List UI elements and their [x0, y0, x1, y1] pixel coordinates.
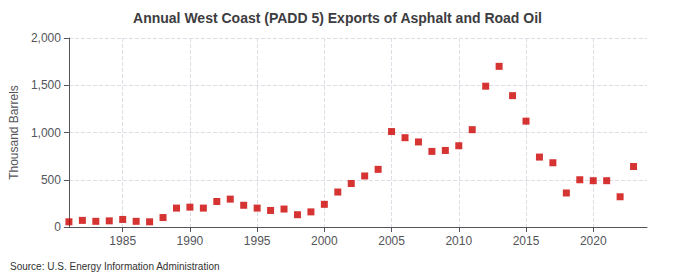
svg-text:1,500: 1,500: [31, 78, 61, 92]
svg-text:1,000: 1,000: [31, 126, 61, 140]
svg-text:2005: 2005: [378, 234, 405, 248]
svg-text:2,000: 2,000: [31, 31, 61, 45]
svg-text:2010: 2010: [445, 234, 472, 248]
svg-text:2020: 2020: [580, 234, 607, 248]
svg-text:0: 0: [54, 220, 61, 234]
svg-text:2000: 2000: [311, 234, 338, 248]
svg-text:2015: 2015: [513, 234, 540, 248]
svg-text:Thousand Barrels: Thousand Barrels: [7, 85, 21, 180]
svg-text:Annual West Coast (PADD 5) Exp: Annual West Coast (PADD 5) Exports of As…: [133, 10, 542, 26]
svg-text:500: 500: [41, 173, 61, 187]
svg-text:1985: 1985: [109, 234, 136, 248]
svg-text:1990: 1990: [177, 234, 204, 248]
svg-text:1995: 1995: [244, 234, 271, 248]
svg-text:Source: U.S. Energy Informatio: Source: U.S. Energy Information Administ…: [10, 261, 220, 272]
